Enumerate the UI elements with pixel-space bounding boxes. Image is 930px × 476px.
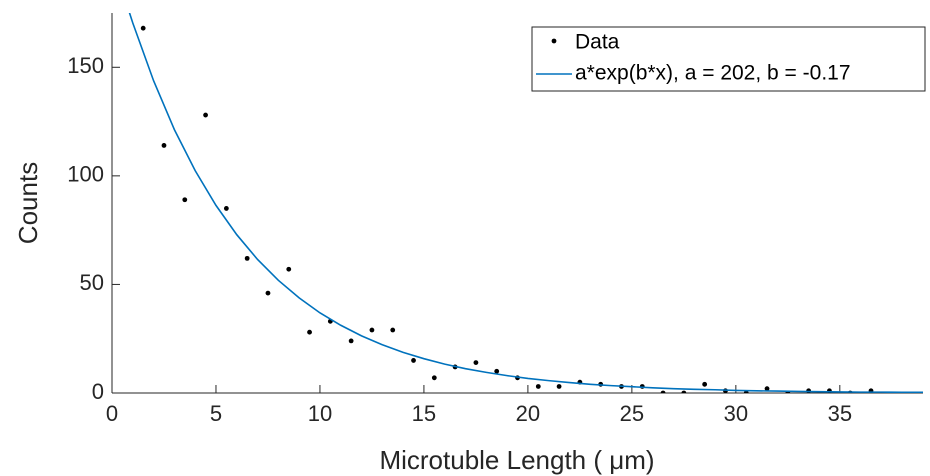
data-point xyxy=(764,386,770,392)
x-tick-label: 20 xyxy=(516,401,540,426)
legend-label: Data xyxy=(575,31,620,54)
x-tick-label: 35 xyxy=(828,401,852,426)
y-tick-label: 50 xyxy=(80,270,104,295)
data-point xyxy=(660,390,666,393)
data-point xyxy=(307,329,312,335)
data-point xyxy=(535,384,541,389)
data-point xyxy=(286,266,292,272)
legend-marker xyxy=(551,38,557,44)
legend-label: a*exp(b*x), a = 202, b = -0.17 xyxy=(575,62,851,85)
data-point xyxy=(203,112,208,118)
x-tick-label: 5 xyxy=(210,401,222,426)
plot-area xyxy=(128,13,923,393)
data-point xyxy=(411,358,416,363)
data-point xyxy=(182,197,188,203)
y-tick-label: 150 xyxy=(67,53,104,78)
x-axis-label: Microtuble Length ( μm) xyxy=(379,445,654,475)
y-tick-label: 0 xyxy=(92,379,104,404)
y-tick-label: 100 xyxy=(67,162,104,187)
data-point xyxy=(390,327,396,333)
data-point xyxy=(244,255,250,261)
x-tick-label: 30 xyxy=(724,401,748,426)
data-point xyxy=(556,384,562,389)
legend-box xyxy=(531,26,926,92)
legend: Data a*exp(b*x), a = 202, b = -0.17 xyxy=(531,26,926,92)
data-point xyxy=(369,327,375,333)
x-tick-label: 0 xyxy=(106,401,118,426)
data-point xyxy=(702,381,708,387)
fit-line xyxy=(128,13,923,393)
data-point xyxy=(494,368,500,374)
x-tick-label: 15 xyxy=(412,401,436,426)
data-point xyxy=(161,143,167,148)
data-point xyxy=(681,390,687,393)
x-tick-label: 25 xyxy=(620,401,644,426)
data-point xyxy=(431,375,437,381)
data-point xyxy=(265,290,271,296)
data-point xyxy=(473,360,479,365)
data-point xyxy=(223,206,229,211)
data-point xyxy=(140,25,146,31)
y-axis-label: Counts xyxy=(13,162,43,244)
data-point xyxy=(348,338,354,344)
x-tick-label: 10 xyxy=(308,401,332,426)
